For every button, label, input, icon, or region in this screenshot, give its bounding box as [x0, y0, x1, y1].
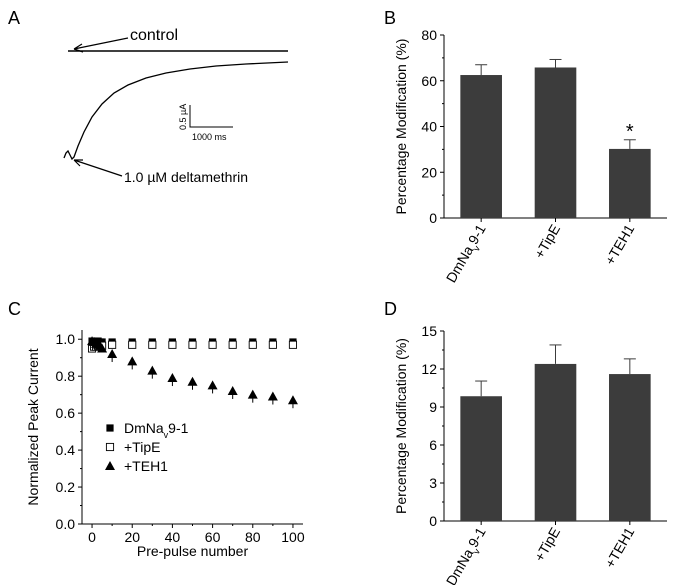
- y-tick-label: 0.0: [56, 516, 76, 532]
- y-tick-label: 0.6: [56, 405, 76, 421]
- data-point: [247, 389, 258, 399]
- data-point: [208, 340, 217, 349]
- y-tick-label: 0.8: [56, 368, 76, 384]
- category-label: DmNav9-1: [443, 524, 493, 585]
- panel-c-scatter-chart: 0.0 0.2 0.4 0.6 0.8 1.0 0 20 40 60 80 100 Pre-pulse …: [25, 330, 305, 559]
- data-point: [288, 340, 298, 349]
- data-point: [148, 340, 157, 349]
- scale-bar: [189, 105, 233, 128]
- panel-c-letter: C: [8, 299, 21, 319]
- y-tick-label: 1.0: [56, 331, 76, 347]
- legend-label: +TEH1: [124, 458, 168, 474]
- data-point: [167, 373, 178, 383]
- data-point: [227, 385, 238, 395]
- x-tick-label: 0: [88, 529, 96, 545]
- data-point: [147, 365, 158, 375]
- significance-marker: *: [626, 121, 634, 143]
- legend-marker: [106, 424, 114, 432]
- y-tick-label: 60: [421, 73, 437, 89]
- panel-d-bar-chart: 0 3 6 9 12 15 DmNav9-1 +TipE +TEH1 Percentage Mod…: [393, 323, 667, 585]
- y-tick-label: 0: [429, 210, 437, 226]
- control-label: control: [130, 27, 178, 44]
- legend-marker: [105, 442, 115, 452]
- y-tick-label: 12: [421, 361, 437, 377]
- category-label: +TEH1: [602, 221, 638, 267]
- y-tick-label: 3: [429, 475, 437, 491]
- data-point: [287, 395, 298, 405]
- y-axis-label: Percentage Modification (%): [393, 39, 409, 215]
- data-point: [127, 356, 138, 366]
- data-point: [108, 340, 117, 349]
- x-tick-label: 20: [124, 529, 140, 545]
- panel-a-traces: control 1.0 µM deltamethrin 0.5 µA 1000 …: [63, 27, 289, 185]
- legend-label: +TipE: [124, 439, 160, 455]
- data-point: [207, 380, 218, 390]
- x-axis-label: Pre-pulse number: [137, 543, 249, 559]
- x-tick-label: 60: [205, 529, 221, 545]
- y-tick-label: 9: [429, 399, 437, 415]
- deltamethrin-arrow: [73, 159, 123, 177]
- scale-bar-time-label: 1000 ms: [192, 132, 227, 142]
- y-tick-label: 0.2: [56, 479, 76, 495]
- bar: [460, 75, 502, 218]
- x-tick-label: 100: [281, 529, 305, 545]
- y-tick-label: 15: [421, 323, 437, 339]
- bar: [609, 148, 651, 218]
- panel-b-letter: B: [384, 8, 396, 28]
- data-point: [188, 340, 197, 349]
- panel-a-letter: A: [8, 8, 20, 28]
- bar: [534, 67, 577, 218]
- data-point: [107, 349, 118, 359]
- data-point: [128, 340, 137, 349]
- scale-bar-current-label: 0.5 µA: [178, 104, 188, 130]
- y-tick-label: 6: [429, 437, 437, 453]
- deltamethrin-label: 1.0 µM deltamethrin: [124, 169, 248, 185]
- y-tick-label: 0: [429, 513, 437, 529]
- legend-label: DmNav9-1: [124, 420, 189, 440]
- bar: [460, 396, 502, 521]
- data-point: [267, 391, 278, 401]
- data-point: [248, 340, 257, 349]
- y-axis-label: Percentage Modification (%): [393, 338, 409, 514]
- y-axis-label: Normalized Peak Current: [25, 348, 41, 505]
- y-tick-label: 80: [421, 27, 437, 43]
- data-point: [168, 340, 177, 349]
- category-label: +TipE: [531, 525, 563, 565]
- legend-marker: [105, 461, 115, 470]
- bar: [534, 363, 577, 521]
- data-point: [97, 343, 108, 353]
- y-tick-label: 0.4: [56, 442, 76, 458]
- category-label: DmNav9-1: [443, 221, 493, 287]
- panel-d-letter: D: [384, 299, 397, 319]
- category-label: +TipE: [531, 222, 563, 262]
- y-tick-label: 20: [421, 164, 437, 180]
- bar: [609, 374, 651, 521]
- x-tick-label: 40: [165, 529, 181, 545]
- control-arrow: [73, 37, 129, 53]
- data-point: [187, 376, 198, 386]
- panel-b-bar-chart: 0 20 40 60 80 DmNav9-1 +TipE * +TEH1 Percentage M…: [393, 27, 667, 287]
- category-label: +TEH1: [602, 524, 638, 570]
- y-tick-label: 40: [421, 119, 437, 135]
- x-tick-label: 80: [245, 529, 261, 545]
- data-point: [268, 340, 277, 349]
- data-point: [228, 340, 237, 349]
- deltamethrin-trace: [63, 61, 289, 161]
